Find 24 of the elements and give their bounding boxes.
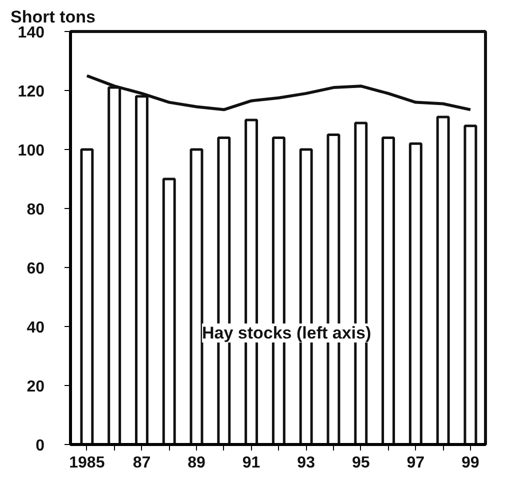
bar bbox=[464, 124, 478, 444]
x-tick-label: 87 bbox=[132, 454, 151, 472]
x-tick-label: 93 bbox=[297, 454, 316, 472]
x-tick-label: 89 bbox=[188, 454, 206, 472]
y-tick-label: 40 bbox=[26, 320, 45, 336]
y-axis-title: Short tons bbox=[10, 8, 96, 26]
x-tick-label: 99 bbox=[462, 454, 480, 472]
bar bbox=[408, 142, 422, 444]
annotation: Hay stocks (left axis) bbox=[202, 323, 372, 342]
y-tick-label: 100 bbox=[18, 142, 45, 160]
x-tick-label: 1985 bbox=[69, 454, 105, 472]
y-tick-label: 80 bbox=[26, 202, 45, 218]
x-tick-label: 91 bbox=[242, 454, 260, 472]
y-tick-label: 140 bbox=[18, 24, 45, 42]
x-tick-label: 97 bbox=[406, 454, 425, 472]
x-tick-label: 95 bbox=[352, 454, 370, 472]
y-tick-label: 120 bbox=[18, 84, 45, 100]
y-tick-label: 60 bbox=[26, 260, 45, 278]
y-tick-label: 20 bbox=[26, 378, 45, 396]
y-tick-label: 0 bbox=[36, 438, 45, 454]
bar bbox=[382, 136, 395, 444]
bar bbox=[436, 116, 450, 444]
bar bbox=[80, 148, 94, 444]
bar bbox=[162, 178, 176, 444]
